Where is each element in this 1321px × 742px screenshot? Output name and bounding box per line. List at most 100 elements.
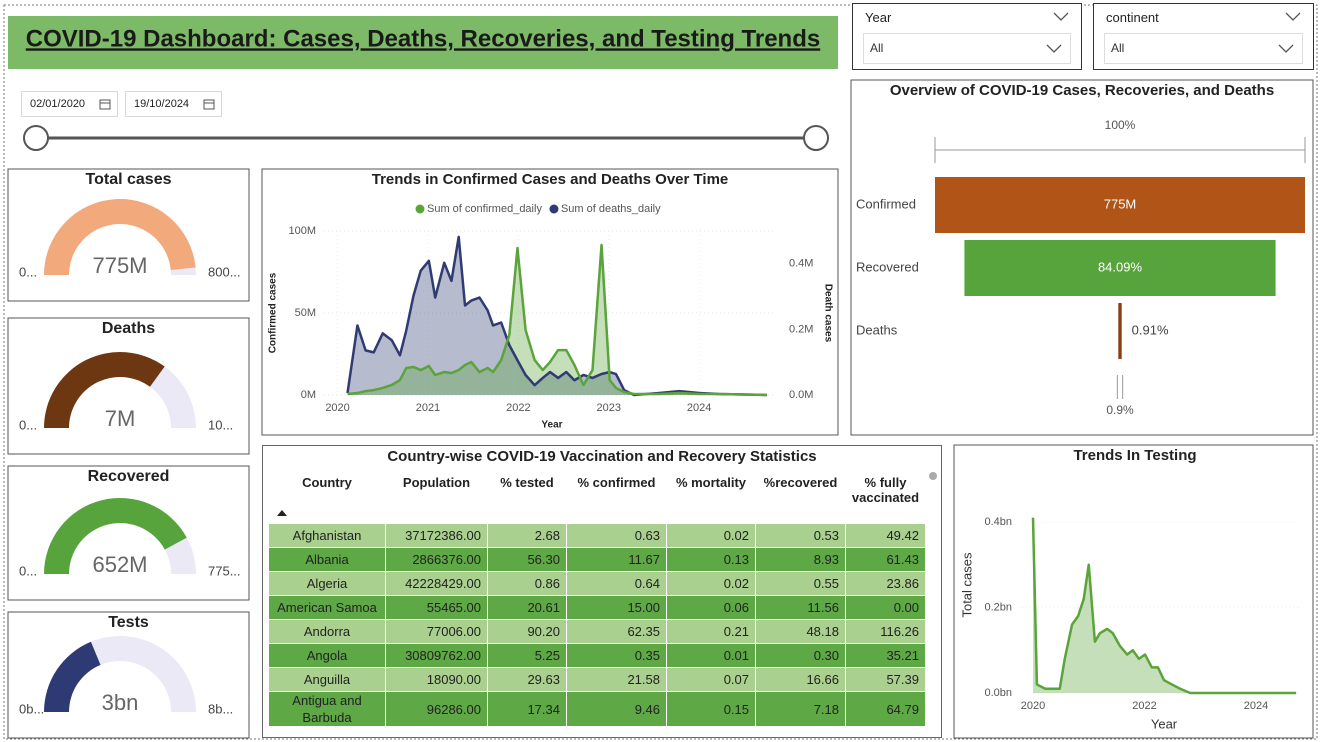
column-header[interactable]: % confirmed bbox=[577, 475, 656, 490]
table-cell: 0.02 bbox=[666, 571, 756, 596]
slider-handle[interactable] bbox=[803, 125, 829, 151]
table-row: Andorra 77006.00 90.20 62.35 0.21 48.18 116.26 bbox=[268, 619, 926, 644]
table-cell: 0.02 bbox=[666, 523, 756, 548]
table-cell: 2.68 bbox=[487, 523, 567, 548]
data-table: Country Population % tested % confirmed % mo… bbox=[268, 471, 926, 727]
table-row: Albania 2866376.00 56.30 11.67 0.13 8.93 61.43 bbox=[268, 547, 926, 572]
gauge-title: Recovered bbox=[88, 468, 170, 485]
gauge-min: 0... bbox=[19, 563, 37, 578]
y-tick-label: 0.2bn bbox=[984, 601, 1012, 613]
scale-bottom-label: 0.9% bbox=[1106, 403, 1134, 417]
scrollbar-thumb bbox=[929, 472, 937, 480]
chart-title: Overview of COVID-19 Cases, Recoveries, … bbox=[890, 82, 1274, 99]
table-cell: 0.21 bbox=[666, 619, 756, 644]
table-cell: 0.00 bbox=[845, 595, 926, 620]
table-cell: 21.58 bbox=[566, 667, 667, 692]
column-header[interactable]: Population bbox=[402, 475, 471, 490]
gauge-max: 800... bbox=[208, 264, 241, 279]
gauge-title: Total cases bbox=[86, 171, 172, 188]
table-panel: Country-wise COVID-19 Vaccination and Re… bbox=[262, 445, 942, 738]
table-cell: 15.00 bbox=[566, 595, 667, 620]
panel bbox=[7, 465, 250, 601]
column-header[interactable]: % mortality bbox=[675, 475, 747, 490]
chart-title: Trends in Confirmed Cases and Deaths Ove… bbox=[372, 171, 729, 188]
gauge-value: 775M bbox=[92, 253, 147, 278]
x-axis-title: Year bbox=[1151, 716, 1178, 731]
sort-arrow bbox=[276, 510, 287, 516]
gauge-title: Deaths bbox=[102, 320, 155, 337]
gauge-value-arc bbox=[44, 641, 101, 712]
series-line bbox=[1031, 517, 1297, 695]
gauge-min: 0... bbox=[19, 417, 37, 432]
table-cell: 61.43 bbox=[845, 547, 926, 572]
y-axis-title: Total cases bbox=[959, 552, 974, 618]
table-cell: 7.18 bbox=[755, 691, 846, 727]
table-cell: 29.63 bbox=[487, 667, 567, 692]
header-banner bbox=[8, 16, 838, 69]
date-input[interactable]: 19/10/2024 bbox=[125, 91, 222, 117]
gauge-value: 652M bbox=[92, 552, 147, 577]
column-header[interactable]: Country bbox=[269, 471, 386, 524]
gauge-value-arc bbox=[44, 352, 165, 428]
table-cell: 116.26 bbox=[845, 619, 926, 644]
column-header[interactable]: % fully vaccinated bbox=[851, 475, 920, 505]
table-title: Country-wise COVID-19 Vaccination and Re… bbox=[387, 448, 817, 465]
chart-title: Trends In Testing bbox=[1073, 447, 1196, 464]
gauge-value-arc bbox=[44, 199, 196, 275]
panel bbox=[7, 317, 250, 455]
table-cell: 8.93 bbox=[755, 547, 846, 572]
slider-handle[interactable] bbox=[23, 125, 49, 151]
slicer-dropdown[interactable]: All bbox=[863, 33, 1071, 64]
slicer-label: Year bbox=[865, 10, 892, 25]
table-cell: 0.55 bbox=[755, 571, 846, 596]
table-cell: 49.42 bbox=[845, 523, 926, 548]
chevron bbox=[1046, 44, 1062, 53]
gauge-max: 8b... bbox=[208, 701, 233, 716]
table-cell: 0.01 bbox=[666, 643, 756, 668]
x-axis-title: Year bbox=[541, 420, 562, 431]
header-row: Country Population % tested % confirmed % mo… bbox=[269, 471, 926, 524]
category-label: Recovered bbox=[856, 259, 919, 274]
panel bbox=[261, 168, 839, 436]
chevron bbox=[1053, 12, 1069, 21]
gauge-value: 3bn bbox=[102, 690, 139, 715]
table-cell: 35.21 bbox=[845, 643, 926, 668]
column-header[interactable]: %recovered bbox=[763, 475, 838, 490]
table-cell: 0.07 bbox=[666, 667, 756, 692]
column-header[interactable]: % tested bbox=[500, 475, 554, 490]
table-cell: 55465.00 bbox=[385, 595, 488, 620]
series-line bbox=[346, 235, 767, 397]
panel bbox=[7, 611, 250, 739]
x-tick-label: 2024 bbox=[687, 402, 711, 414]
slicer-dropdown[interactable]: All bbox=[1104, 33, 1303, 64]
calendar-icon bbox=[203, 99, 215, 110]
data-label: 775M bbox=[1104, 196, 1137, 211]
legend-label: Sum of deaths_daily bbox=[561, 203, 661, 215]
table-cell: 37172386.00 bbox=[385, 523, 488, 548]
legend-marker bbox=[415, 204, 425, 214]
y-tick-label: 0.0bn bbox=[984, 687, 1012, 699]
gauge-min: 0b... bbox=[19, 701, 44, 716]
slicer: Year All bbox=[852, 3, 1082, 70]
table-cell: 0.15 bbox=[666, 691, 756, 727]
y2-tick-label: 0.0M bbox=[789, 389, 813, 401]
table-cell: 30809762.00 bbox=[385, 643, 488, 668]
y-tick-label: 0M bbox=[301, 389, 316, 401]
table-cell: 0.63 bbox=[566, 523, 667, 548]
table-cell: 57.39 bbox=[845, 667, 926, 692]
table-row: Algeria 42228429.00 0.86 0.64 0.02 0.55 23.86 bbox=[268, 571, 926, 596]
table-cell: 56.30 bbox=[487, 547, 567, 572]
slicer-label: continent bbox=[1106, 10, 1159, 25]
date-input[interactable]: 02/01/2020 bbox=[21, 91, 118, 117]
table-cell: 16.66 bbox=[755, 667, 846, 692]
table-head: Country Population % tested % confirmed % mo… bbox=[269, 471, 926, 524]
table-cell: 18090.00 bbox=[385, 667, 488, 692]
table-row: Antigua and Barbuda 96286.00 17.34 9.46 0.15… bbox=[268, 691, 926, 727]
gauge-value-arc bbox=[44, 497, 187, 574]
gauge-max: 775... bbox=[208, 563, 241, 578]
table-body: Afghanistan 37172386.00 2.68 0.63 0.02 0.53 49… bbox=[268, 523, 926, 727]
data-label: 0.91% bbox=[1132, 322, 1169, 337]
table-cell: 0.30 bbox=[755, 643, 846, 668]
table-cell: 42228429.00 bbox=[385, 571, 488, 596]
